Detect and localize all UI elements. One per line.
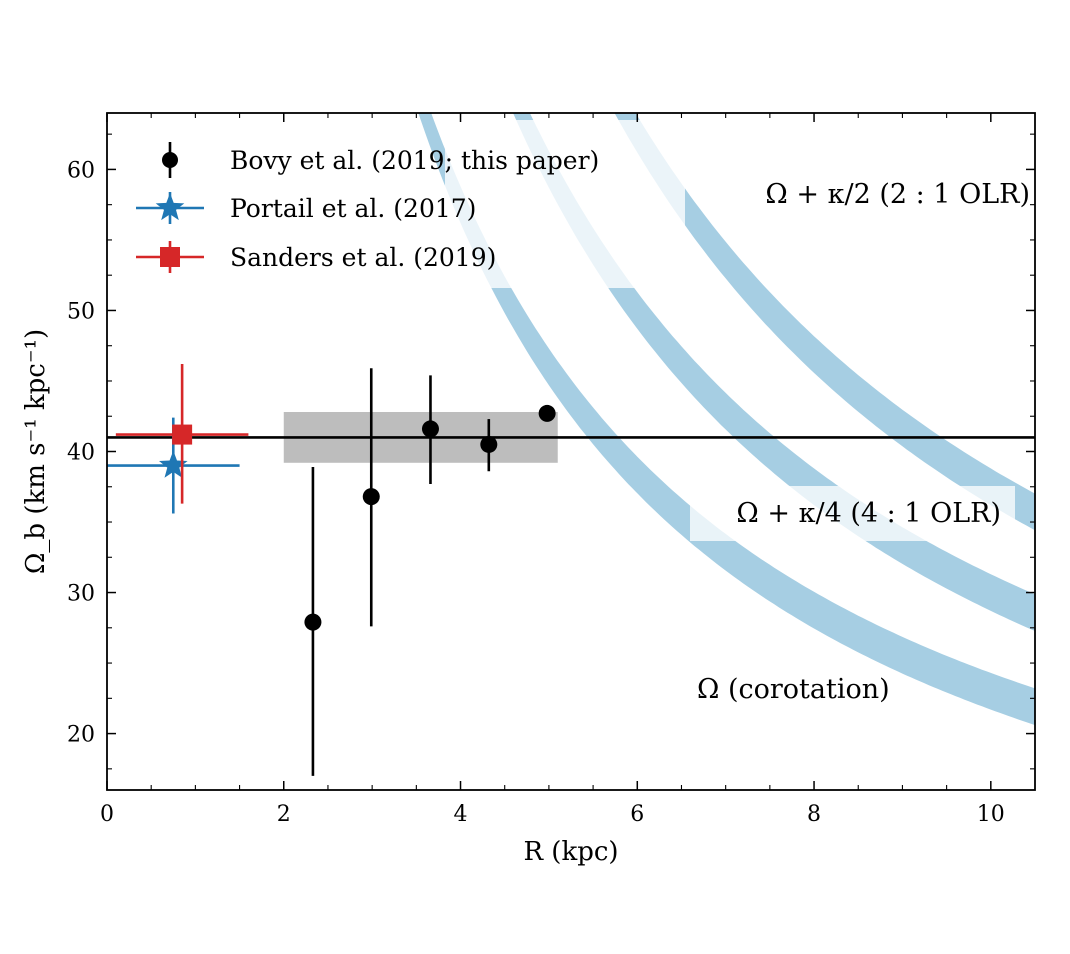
series-1-point-5 <box>538 404 556 422</box>
curve-annotations: Ω + κ/2 (2 : 1 OLR) Ω + κ/4 (4 : 1 OLR) Ω … <box>697 179 1030 705</box>
series-1-point-4 <box>480 419 498 472</box>
series-1-point-3 <box>421 375 439 484</box>
axes: 0 2 4 6 8 10 20 30 40 50 60 R (kpc) Ω_b (km s⁻¹ kpc⁻… <box>21 112 1036 867</box>
y-axis-label: Ω_b (km s⁻¹ kpc⁻¹) <box>21 329 51 574</box>
series-1-point-1 <box>304 467 322 776</box>
x-tick-label: 2 <box>277 802 291 827</box>
resonance-band-2 <box>513 113 1035 631</box>
legend-label: Sanders et al. (2019) <box>230 243 496 272</box>
legend-entry-1: Bovy et al. (2019; this paper) <box>162 142 599 178</box>
legend-label: Portail et al. (2017) <box>230 194 476 223</box>
y-tick-label: 40 <box>67 441 95 466</box>
x-tick-label: 8 <box>807 802 821 827</box>
legend-marker <box>155 193 185 221</box>
legend-marker <box>162 152 178 168</box>
circle-marker <box>304 613 322 631</box>
y-tick-label: 30 <box>67 582 95 607</box>
star-marker <box>159 450 188 478</box>
legend-marker <box>160 247 180 267</box>
legend: Bovy et al. (2019; this paper) Portail et… <box>136 142 599 273</box>
data-points <box>107 364 556 776</box>
x-tick-label: 4 <box>454 802 468 827</box>
series-1-point-2 <box>362 368 380 627</box>
y-tick-label: 50 <box>67 299 95 324</box>
circle-marker <box>362 488 380 506</box>
resonance-band-1 <box>418 113 1035 726</box>
annotation-corotation: Ω (corotation) <box>697 674 890 705</box>
legend-entry-3: Sanders et al. (2019) <box>136 241 496 273</box>
annotation-4-1-olr: Ω + κ/4 (4 : 1 OLR) <box>736 498 1001 529</box>
x-tick-label: 6 <box>630 802 644 827</box>
resonance-curves <box>418 113 1035 726</box>
legend-patch-overlay <box>445 120 685 288</box>
legend-label: Bovy et al. (2019; this paper) <box>230 146 599 175</box>
legend-entry-2: Portail et al. (2017) <box>136 192 476 224</box>
x-tick-label: 10 <box>977 802 1005 827</box>
annotation-2-1-olr: Ω + κ/2 (2 : 1 OLR) <box>765 179 1030 210</box>
y-tick-label: 60 <box>67 158 95 183</box>
circle-marker <box>538 404 556 422</box>
series-3-point-1 <box>115 364 249 504</box>
circle-marker <box>421 420 439 438</box>
square-marker <box>172 424 193 445</box>
annotation-patch-overlay <box>690 486 1015 541</box>
y-tick-label: 20 <box>67 723 95 748</box>
x-tick-label: 0 <box>100 802 114 827</box>
circle-marker <box>480 435 498 453</box>
x-axis-label: R (kpc) <box>523 837 618 867</box>
